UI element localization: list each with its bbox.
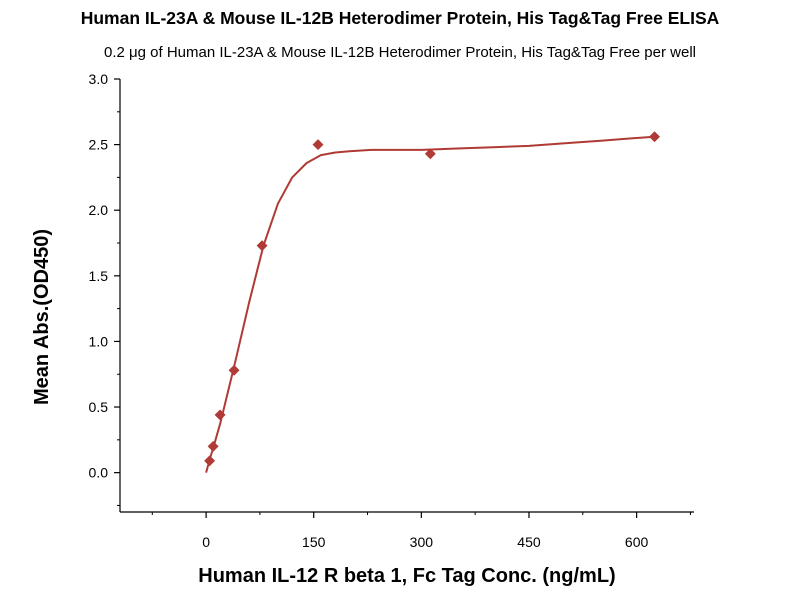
data-point [214, 409, 226, 421]
data-point [204, 455, 216, 467]
chart-title: Human IL-23A & Mouse IL-12B Heterodimer … [80, 8, 720, 28]
y-tick-label: 3.0 [89, 71, 109, 87]
x-axis-title: Human IL-12 R beta 1, Fc Tag Conc. (ng/m… [198, 565, 615, 587]
x-tick-label: 300 [410, 534, 434, 550]
data-point [648, 131, 661, 143]
chart-subtitle: 0.2 μg of Human IL-23A & Mouse IL-12B He… [104, 44, 696, 61]
y-tick-label: 0.5 [89, 399, 109, 415]
x-tick-label: 150 [302, 534, 326, 550]
fit-curve-layer [205, 135, 655, 473]
y-tick-label: 2.0 [89, 202, 109, 218]
data-point [207, 440, 219, 452]
x-tick-label: 600 [625, 534, 649, 550]
x-tick-label: 450 [517, 534, 541, 550]
y-tick-label: 1.5 [89, 268, 109, 284]
data-point [424, 148, 436, 160]
data-points-layer [204, 131, 661, 467]
data-point [228, 364, 240, 376]
data-point [256, 240, 268, 252]
x-tick-label: 0 [202, 534, 210, 550]
axes: 0.0 0.5 1.0 1.5 2.0 2.5 3.0 0 150 300 450 600 [89, 71, 694, 550]
fit-curve-line [205, 135, 655, 473]
y-tick-label: 0.0 [89, 465, 109, 481]
y-axis-title: Mean Abs.(OD450) [31, 229, 53, 405]
y-tick-label: 2.5 [89, 137, 109, 153]
y-tick-label: 1.0 [89, 333, 109, 349]
data-point [312, 139, 324, 151]
